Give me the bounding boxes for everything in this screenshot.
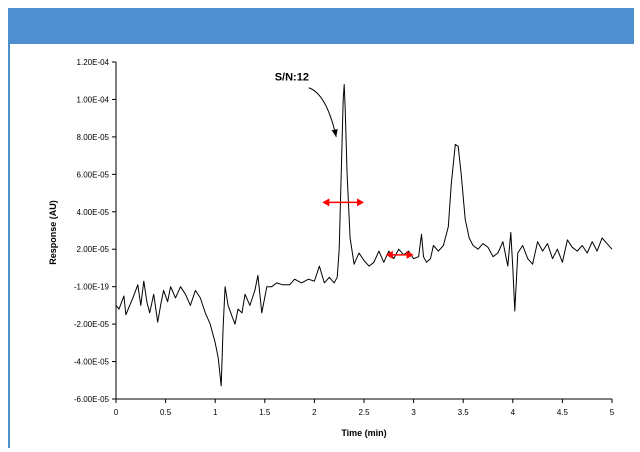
x-tick-label: 2 [312, 408, 317, 417]
x-tick-label: 1.5 [259, 408, 271, 417]
y-axis-title: Response (AU) [48, 200, 58, 265]
markers [322, 198, 414, 259]
y-tick-label: -4.00E-05 [74, 358, 110, 367]
series-line [115, 84, 613, 387]
arrow-head-left [385, 250, 393, 259]
x-axis-title: Time (min) [341, 428, 386, 438]
x-tick-label: 1 [213, 408, 218, 417]
ticks: -6.00E-05 -4.00E-05 -2.00E-05 -1.00E-19 2.00… [74, 58, 615, 417]
y-tick-label: -6.00E-05 [74, 395, 110, 404]
title-bar [8, 8, 634, 44]
y-tick-label: 6.00E-05 [77, 170, 110, 179]
annotation-label: S/N:12 [275, 72, 309, 84]
width-double-arrow [385, 250, 414, 259]
x-tick-label: 0 [114, 408, 119, 417]
arrow-head-right [357, 198, 364, 207]
series [115, 84, 613, 387]
x-tick-label: 0.5 [160, 408, 172, 417]
x-tick-label: 3 [411, 408, 416, 417]
annotations: S/N:12 [275, 72, 338, 137]
x-tick-label: 5 [610, 408, 615, 417]
annotation-arrow-head [331, 129, 338, 137]
x-tick-label: 4.5 [557, 408, 569, 417]
chromatogram-chart: -6.00E-05 -4.00E-05 -2.00E-05 -1.00E-19 2.00… [48, 58, 615, 438]
x-tick-label: 3.5 [458, 408, 470, 417]
y-tick-label: 1.20E-04 [77, 58, 110, 67]
axes [115, 62, 612, 400]
chart-panel: -6.00E-05 -4.00E-05 -2.00E-05 -1.00E-19 2.00… [8, 44, 634, 448]
y-tick-label: -2.00E-05 [74, 320, 110, 329]
annotation-leader [308, 87, 337, 137]
arrow-head-right [406, 250, 414, 259]
y-tick-label: 2.00E-05 [77, 245, 110, 254]
x-tick-label: 2.5 [358, 408, 370, 417]
y-tick-label: 8.00E-05 [77, 133, 110, 142]
y-tick-label: 1.00E-04 [77, 95, 110, 104]
arrow-head-left [322, 198, 330, 207]
x-tick-label: 4 [511, 408, 516, 417]
y-tick-label: 4.00E-05 [77, 208, 110, 217]
width-double-arrow [322, 198, 364, 207]
y-tick-label: -1.00E-19 [74, 283, 110, 292]
